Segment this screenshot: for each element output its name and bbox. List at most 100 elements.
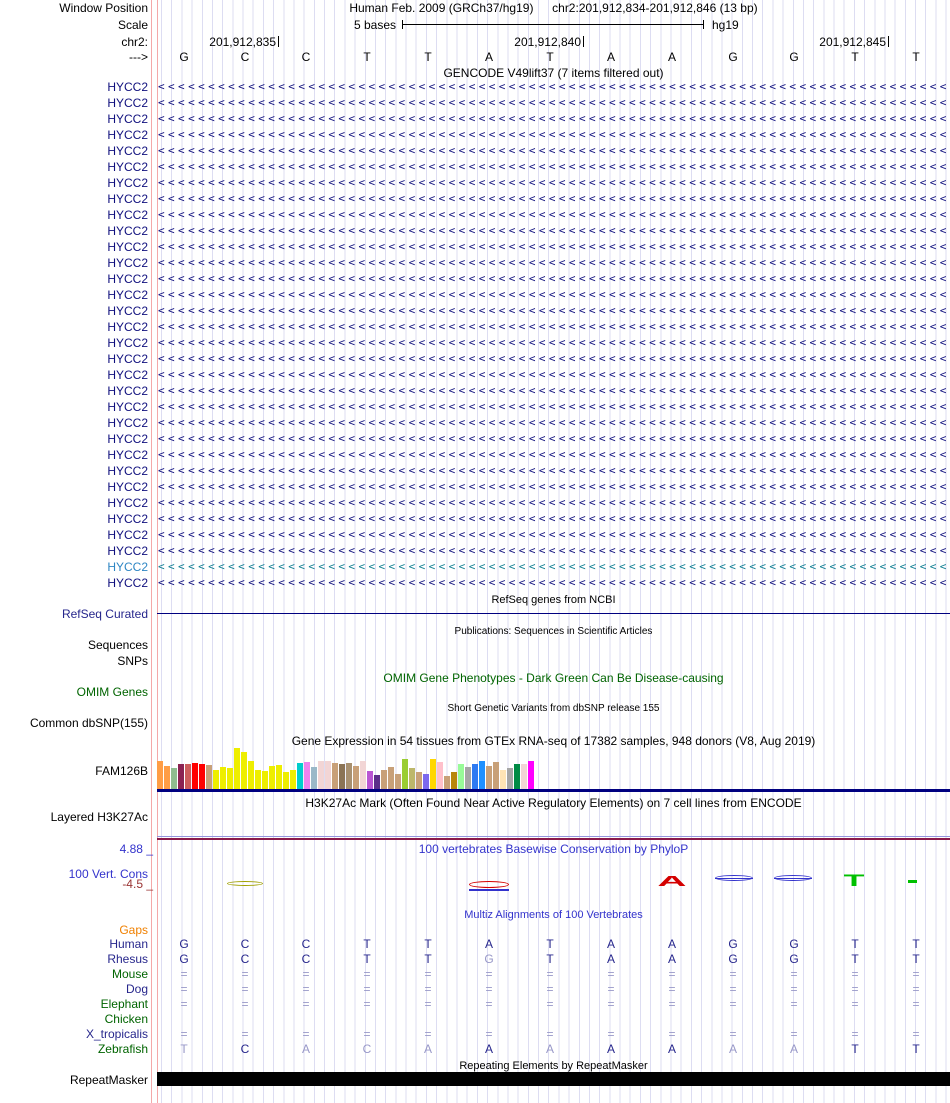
gtex-tissue-bar[interactable] [297,763,303,789]
gtex-tissue-bar[interactable] [234,748,240,789]
gtex-tissue-bar[interactable] [227,768,233,789]
track-label-sequences[interactable]: Sequences [87,638,148,652]
gencode-gene-label[interactable]: HYCC2 [107,416,148,430]
gencode-transcript-item[interactable]: <<<<<<<<<<<<<<<<<<<<<<<<<<<<<<<<<<<<<<<<… [158,385,949,397]
gtex-tissue-bar[interactable] [493,762,499,789]
track-label-dog[interactable]: Dog [125,982,148,996]
gencode-transcript-item[interactable]: <<<<<<<<<<<<<<<<<<<<<<<<<<<<<<<<<<<<<<<<… [158,145,949,157]
gencode-gene-label[interactable]: HYCC2 [107,240,148,254]
gtex-tissue-bar[interactable] [304,762,310,789]
gtex-tissue-bar[interactable] [185,764,191,789]
gencode-transcript-item[interactable]: <<<<<<<<<<<<<<<<<<<<<<<<<<<<<<<<<<<<<<<<… [158,321,949,333]
gencode-gene-label[interactable]: HYCC2 [107,560,148,574]
track-label-mouse[interactable]: Mouse [111,967,148,981]
gencode-transcript-item[interactable]: <<<<<<<<<<<<<<<<<<<<<<<<<<<<<<<<<<<<<<<<… [158,177,949,189]
gencode-transcript-item[interactable]: <<<<<<<<<<<<<<<<<<<<<<<<<<<<<<<<<<<<<<<<… [158,369,949,381]
gtex-tissue-bar[interactable] [416,772,422,789]
gtex-tissue-bar[interactable] [423,774,429,789]
track-label-fam126b[interactable]: FAM126B [95,764,148,778]
gencode-gene-label[interactable]: HYCC2 [107,320,148,334]
track-label-zebrafish[interactable]: Zebrafish [97,1042,148,1056]
gtex-tissue-bar[interactable] [199,764,205,789]
gtex-tissue-bar[interactable] [290,770,296,789]
gtex-tissue-bar[interactable] [465,767,471,789]
gtex-tissue-bar[interactable] [220,767,226,789]
track-label-gaps[interactable]: Gaps [119,923,148,937]
gtex-tissue-bar[interactable] [255,770,261,789]
gencode-gene-label[interactable]: HYCC2 [107,480,148,494]
gtex-tissue-bar[interactable] [500,770,506,789]
refseq-curated-item[interactable] [157,613,950,614]
gencode-transcript-item[interactable]: <<<<<<<<<<<<<<<<<<<<<<<<<<<<<<<<<<<<<<<<… [158,513,949,525]
gtex-tissue-bar[interactable] [283,772,289,789]
gencode-gene-label[interactable]: HYCC2 [107,288,148,302]
gencode-gene-label[interactable]: HYCC2 [107,336,148,350]
gtex-tissue-bar[interactable] [171,768,177,789]
gtex-tissue-bar[interactable] [521,764,527,789]
track-label-elephant[interactable]: Elephant [100,997,148,1011]
gencode-transcript-item[interactable]: <<<<<<<<<<<<<<<<<<<<<<<<<<<<<<<<<<<<<<<<… [158,465,949,477]
track-label-refseq-curated[interactable]: RefSeq Curated [61,607,148,621]
gtex-tissue-bar[interactable] [472,764,478,789]
gtex-tissue-bar[interactable] [276,765,282,789]
gencode-transcript-item[interactable]: <<<<<<<<<<<<<<<<<<<<<<<<<<<<<<<<<<<<<<<<… [158,257,949,269]
gencode-transcript-item[interactable]: <<<<<<<<<<<<<<<<<<<<<<<<<<<<<<<<<<<<<<<<… [158,97,949,109]
track-label-chicken[interactable]: Chicken [104,1012,148,1026]
gtex-tissue-bar[interactable] [402,759,408,789]
gencode-transcript-item[interactable]: <<<<<<<<<<<<<<<<<<<<<<<<<<<<<<<<<<<<<<<<… [158,417,949,429]
gencode-gene-label[interactable]: HYCC2 [107,496,148,510]
gtex-tissue-bar[interactable] [409,768,415,789]
gencode-transcript-item[interactable]: <<<<<<<<<<<<<<<<<<<<<<<<<<<<<<<<<<<<<<<<… [158,337,949,349]
gtex-tissue-bar[interactable] [507,768,513,789]
gencode-gene-label[interactable]: HYCC2 [107,208,148,222]
gencode-transcript-item[interactable]: <<<<<<<<<<<<<<<<<<<<<<<<<<<<<<<<<<<<<<<<… [158,241,949,253]
gencode-gene-label[interactable]: HYCC2 [107,512,148,526]
track-label-x_tropicalis[interactable]: X_tropicalis [85,1027,148,1041]
gencode-transcript-item[interactable]: <<<<<<<<<<<<<<<<<<<<<<<<<<<<<<<<<<<<<<<<… [158,273,949,285]
gtex-tissue-bar[interactable] [248,761,254,789]
gtex-tissue-bar[interactable] [388,767,394,789]
gtex-tissue-bar[interactable] [374,775,380,789]
gtex-tissue-bar[interactable] [339,764,345,789]
gencode-gene-label[interactable]: HYCC2 [107,192,148,206]
track-label-repeatmasker[interactable]: RepeatMasker [69,1073,148,1087]
gencode-gene-label[interactable]: HYCC2 [107,304,148,318]
gtex-tissue-bar[interactable] [332,763,338,789]
gtex-tissue-bar[interactable] [269,766,275,789]
gtex-tissue-bar[interactable] [311,767,317,789]
gencode-transcript-item[interactable]: <<<<<<<<<<<<<<<<<<<<<<<<<<<<<<<<<<<<<<<<… [158,497,949,509]
gencode-gene-label[interactable]: HYCC2 [107,272,148,286]
gencode-gene-label[interactable]: HYCC2 [107,464,148,478]
gencode-gene-label[interactable]: HYCC2 [107,128,148,142]
gencode-transcript-item[interactable]: <<<<<<<<<<<<<<<<<<<<<<<<<<<<<<<<<<<<<<<<… [158,529,949,541]
gencode-transcript-item[interactable]: <<<<<<<<<<<<<<<<<<<<<<<<<<<<<<<<<<<<<<<<… [158,401,949,413]
gencode-transcript-item[interactable]: <<<<<<<<<<<<<<<<<<<<<<<<<<<<<<<<<<<<<<<<… [158,161,949,173]
gtex-tissue-bar[interactable] [514,764,520,789]
gtex-tissue-bar[interactable] [360,761,366,789]
gencode-transcript-item[interactable]: <<<<<<<<<<<<<<<<<<<<<<<<<<<<<<<<<<<<<<<<… [158,129,949,141]
gtex-tissue-bar[interactable] [444,776,450,789]
track-label-common-dbsnp[interactable]: Common dbSNP(155) [29,716,148,730]
gencode-gene-label[interactable]: HYCC2 [107,80,148,94]
gencode-gene-label[interactable]: HYCC2 [107,144,148,158]
gtex-tissue-bar[interactable] [178,764,184,789]
gencode-gene-label[interactable]: HYCC2 [107,112,148,126]
gencode-gene-label[interactable]: HYCC2 [107,176,148,190]
gtex-tissue-bar[interactable] [346,763,352,789]
gencode-transcript-item[interactable]: <<<<<<<<<<<<<<<<<<<<<<<<<<<<<<<<<<<<<<<<… [158,209,949,221]
repeatmasker-element[interactable] [157,1072,950,1086]
gencode-transcript-item[interactable]: <<<<<<<<<<<<<<<<<<<<<<<<<<<<<<<<<<<<<<<<… [158,305,949,317]
track-label-human[interactable]: Human [109,937,148,951]
gtex-tissue-bar[interactable] [451,772,457,789]
gtex-expression-barchart[interactable] [157,748,537,789]
gtex-tissue-bar[interactable] [381,770,387,789]
gencode-transcript-item[interactable]: <<<<<<<<<<<<<<<<<<<<<<<<<<<<<<<<<<<<<<<<… [158,545,949,557]
gencode-gene-label[interactable]: HYCC2 [107,448,148,462]
gencode-gene-label[interactable]: HYCC2 [107,576,148,590]
gtex-tissue-bar[interactable] [458,764,464,789]
gtex-tissue-bar[interactable] [395,774,401,789]
gencode-transcript-item[interactable]: <<<<<<<<<<<<<<<<<<<<<<<<<<<<<<<<<<<<<<<<… [158,113,949,125]
gencode-transcript-item[interactable]: <<<<<<<<<<<<<<<<<<<<<<<<<<<<<<<<<<<<<<<<… [158,561,949,573]
gencode-transcript-item[interactable]: <<<<<<<<<<<<<<<<<<<<<<<<<<<<<<<<<<<<<<<<… [158,81,949,93]
gtex-tissue-bar[interactable] [479,761,485,789]
